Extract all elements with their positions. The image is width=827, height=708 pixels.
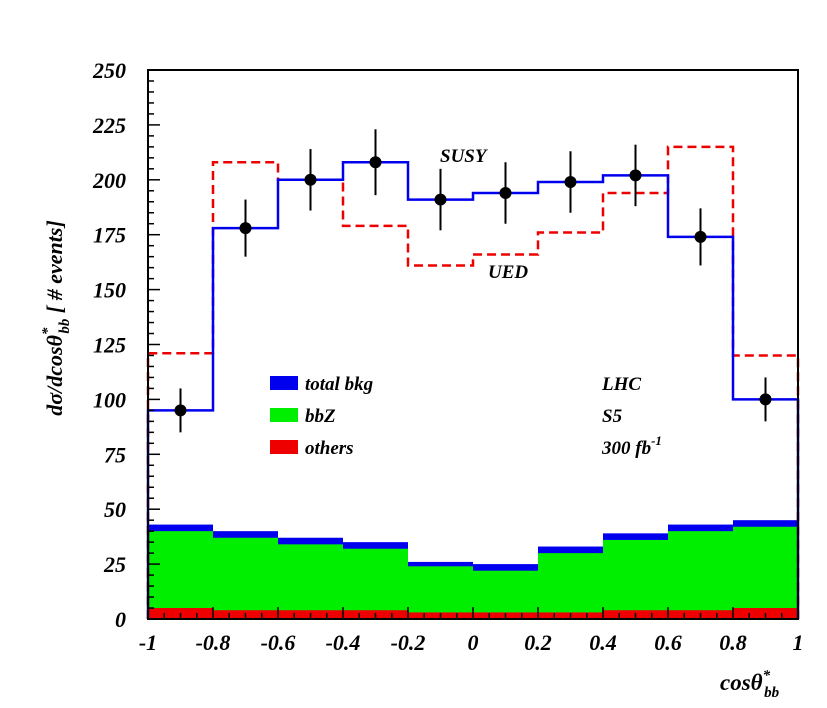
y-tick-label: 100: [93, 387, 126, 412]
y-tick-label: 175: [93, 223, 126, 248]
x-tick-label: -0.4: [326, 630, 361, 655]
legend-swatch-total-bkg: [270, 376, 298, 390]
x-tick-label: -0.8: [196, 630, 231, 655]
bkg-bbz-bar: [213, 537, 278, 619]
annotation-s5: S5: [602, 406, 623, 427]
legend-swatch-others: [270, 440, 298, 454]
bkg-bbz-bar: [278, 544, 343, 619]
data-point: [174, 404, 187, 417]
data-points: [174, 129, 772, 433]
x-axis-title: cosθ* bb: [720, 668, 780, 701]
x-tick-label: 0: [468, 630, 479, 655]
data-point: [564, 175, 577, 188]
data-point: [759, 393, 772, 406]
legend-label-total-bkg: total bkg: [305, 374, 373, 395]
bkg-bbz-bar: [408, 566, 473, 619]
legend-label-others: others: [305, 438, 354, 459]
bkg-bbz-bar: [538, 553, 603, 619]
y-tick-label: 0: [115, 607, 126, 632]
y-tick-label: 25: [103, 552, 126, 577]
data-point: [369, 156, 382, 169]
y-tick-labels: 0 25 50 75 100 125 150 175 200 225 250: [92, 58, 126, 632]
bkg-bbz-bar: [733, 526, 798, 619]
x-tick-label: 0.2: [524, 630, 552, 655]
x-tick-label: 0.8: [719, 630, 747, 655]
bkg-bbz-bar: [668, 531, 733, 619]
data-point: [629, 169, 642, 182]
x-tick-label: -0.2: [391, 630, 426, 655]
x-tick-label: 0.4: [589, 630, 617, 655]
data-point: [239, 222, 252, 235]
y-tick-label: 125: [93, 333, 126, 358]
y-tick-label: 150: [93, 278, 126, 303]
annotation-susy: SUSY: [440, 146, 489, 167]
y-tick-label: 50: [104, 497, 126, 522]
data-point: [499, 186, 512, 199]
legend: total bkg bbZ others: [270, 374, 373, 459]
y-axis-title: dσ/dcosθ*bb [ # events]: [40, 220, 73, 416]
data-point: [434, 193, 447, 206]
data-point: [304, 173, 317, 186]
x-tick-label: 0.6: [654, 630, 682, 655]
legend-label-bbz: bbZ: [305, 406, 336, 427]
bkg-bbz-bar: [603, 539, 668, 619]
y-tick-label: 225: [92, 113, 126, 138]
axis-ticks: [147, 69, 799, 620]
data-point: [694, 230, 707, 243]
background-fills: [148, 520, 798, 619]
legend-swatch-bbz: [270, 408, 298, 422]
bkg-bbz-bar: [473, 570, 538, 619]
y-tick-label: 250: [92, 58, 126, 83]
ued-step-line: [146, 145, 800, 619]
bkg-bbz-bar: [148, 531, 213, 619]
x-tick-label: -1: [139, 630, 157, 655]
y-tick-label: 75: [104, 442, 126, 467]
annotation-lhc: LHC: [601, 374, 641, 395]
x-tick-labels: -1 -0.8 -0.6 -0.4 -0.2 0 0.2 0.4 0.6 0.8 1: [139, 630, 804, 655]
bkg-bbz-bar: [343, 548, 408, 619]
x-tick-label: -0.6: [261, 630, 296, 655]
annotation-luminosity: 300 fb-1: [601, 433, 662, 459]
annotation-ued: UED: [488, 262, 528, 283]
y-tick-label: 200: [92, 168, 126, 193]
x-tick-label: 1: [793, 630, 804, 655]
